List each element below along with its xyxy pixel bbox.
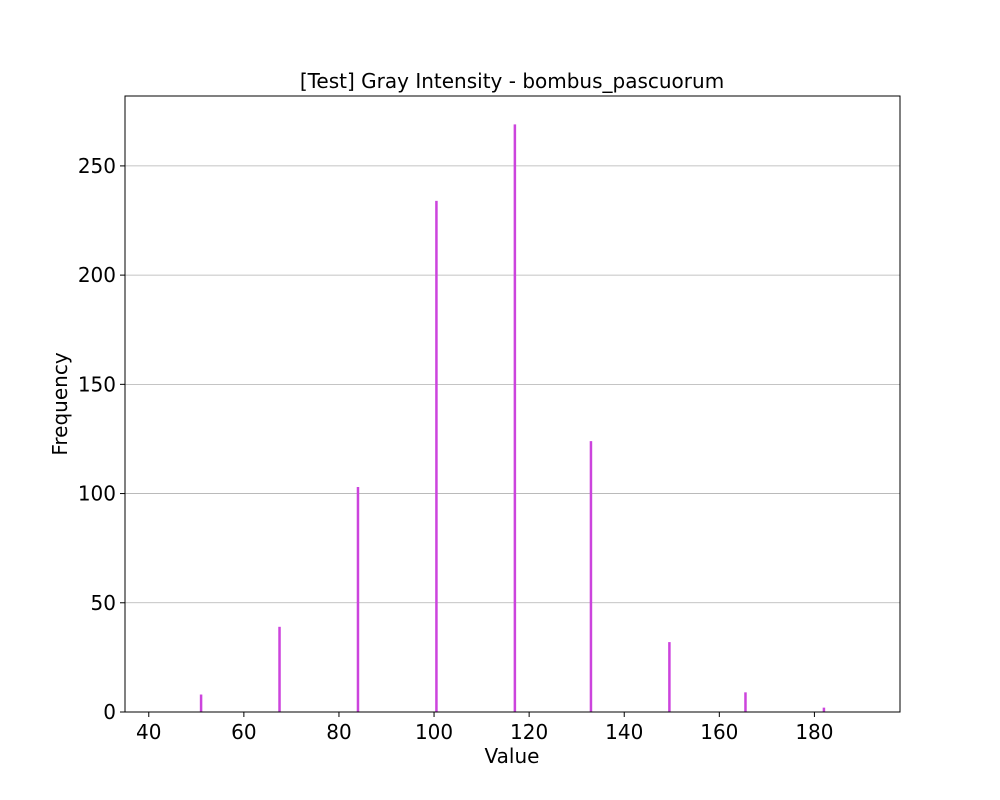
plot-frame bbox=[124, 95, 901, 713]
histogram-bar bbox=[668, 642, 671, 712]
x-axis-label: Value bbox=[485, 744, 540, 768]
y-ticks: 0 50 100 150 200 250 bbox=[78, 154, 125, 724]
y-tick-label: 150 bbox=[78, 372, 116, 396]
x-tick-label: 80 bbox=[326, 720, 351, 744]
y-tick-label: 250 bbox=[78, 154, 116, 178]
x-tick-label: 180 bbox=[795, 720, 833, 744]
y-axis-label: Frequency bbox=[48, 352, 72, 455]
x-tick-label: 100 bbox=[415, 720, 453, 744]
histogram-bar bbox=[589, 441, 593, 712]
bars bbox=[199, 124, 826, 713]
x-tick-label: 160 bbox=[700, 720, 738, 744]
y-tick-label: 50 bbox=[91, 591, 116, 615]
y-tick-label: 100 bbox=[78, 482, 116, 506]
x-tick-label: 60 bbox=[231, 720, 256, 744]
histogram-bar bbox=[278, 626, 281, 712]
histogram-bar bbox=[744, 692, 747, 712]
histogram-bar bbox=[356, 487, 360, 712]
histogram-bar bbox=[822, 707, 826, 712]
x-tick-label: 40 bbox=[136, 720, 161, 744]
histogram-bar bbox=[435, 200, 438, 712]
x-tick-label: 140 bbox=[605, 720, 643, 744]
histogram-bar bbox=[513, 124, 517, 713]
y-tick-label: 200 bbox=[78, 263, 116, 287]
x-ticks: 40 60 80 100 120 140 160 180 bbox=[136, 712, 834, 744]
y-tick-label: 0 bbox=[103, 700, 116, 724]
histogram-bar bbox=[199, 694, 203, 712]
grid-lines bbox=[125, 165, 900, 604]
chart-title: [Test] Gray Intensity - bombus_pascuorum bbox=[300, 69, 724, 93]
x-tick-label: 120 bbox=[510, 720, 548, 744]
